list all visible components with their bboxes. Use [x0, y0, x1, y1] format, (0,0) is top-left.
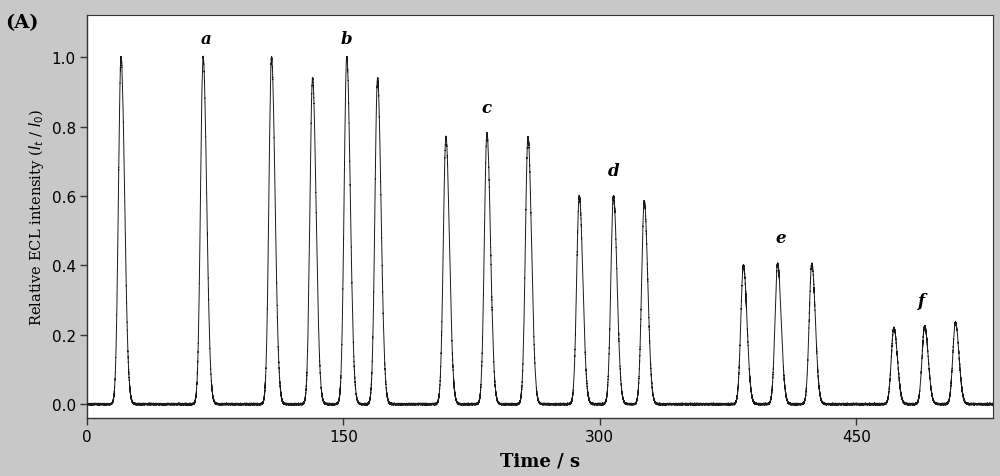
Y-axis label: Relative ECL intensity ($I_t$ / $I_0$): Relative ECL intensity ($I_t$ / $I_0$): [27, 109, 46, 326]
Text: c: c: [482, 100, 492, 117]
Text: a: a: [201, 30, 212, 48]
Text: e: e: [776, 230, 786, 247]
Text: d: d: [608, 162, 619, 179]
Text: b: b: [341, 30, 353, 48]
Text: f: f: [918, 292, 925, 309]
Text: (A): (A): [5, 14, 38, 32]
X-axis label: Time / s: Time / s: [500, 451, 580, 469]
